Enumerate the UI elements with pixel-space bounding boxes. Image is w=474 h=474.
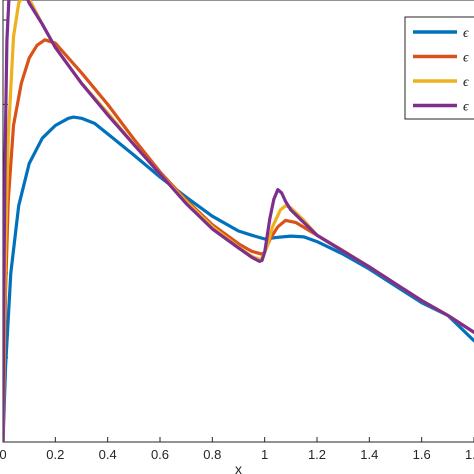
- x-tick-label: 0.4: [99, 447, 117, 462]
- legend-label-1: ϵ: [463, 26, 470, 41]
- legend-label-2: ϵ: [463, 51, 470, 66]
- legend-box: [404, 16, 474, 120]
- x-tick-label: 0.6: [151, 447, 169, 462]
- x-axis-label: x: [235, 461, 242, 474]
- x-tick-label: 1: [261, 447, 268, 462]
- x-tick-label: 0.2: [46, 447, 64, 462]
- x-tick-label: 1.4: [360, 447, 378, 462]
- series-line-2: [3, 38, 474, 442]
- series-line-4: [3, 0, 474, 442]
- x-tick-label: 1.6: [413, 447, 431, 462]
- x-tick-label: 0.8: [203, 447, 221, 462]
- x-tick-label: 1.2: [308, 447, 326, 462]
- x-axis-ticks: 0 0.2 0.4 0.6 0.8 1 1.2 1.4 1.6 1.8: [0, 437, 474, 462]
- legend-label-4: ϵ: [463, 100, 470, 115]
- x-tick-label: 1.8: [465, 447, 474, 462]
- series-line-1: [3, 115, 474, 442]
- series-lines: [3, 0, 474, 442]
- x-tick-label: 0: [0, 447, 7, 462]
- legend-label-3: ϵ: [463, 75, 470, 90]
